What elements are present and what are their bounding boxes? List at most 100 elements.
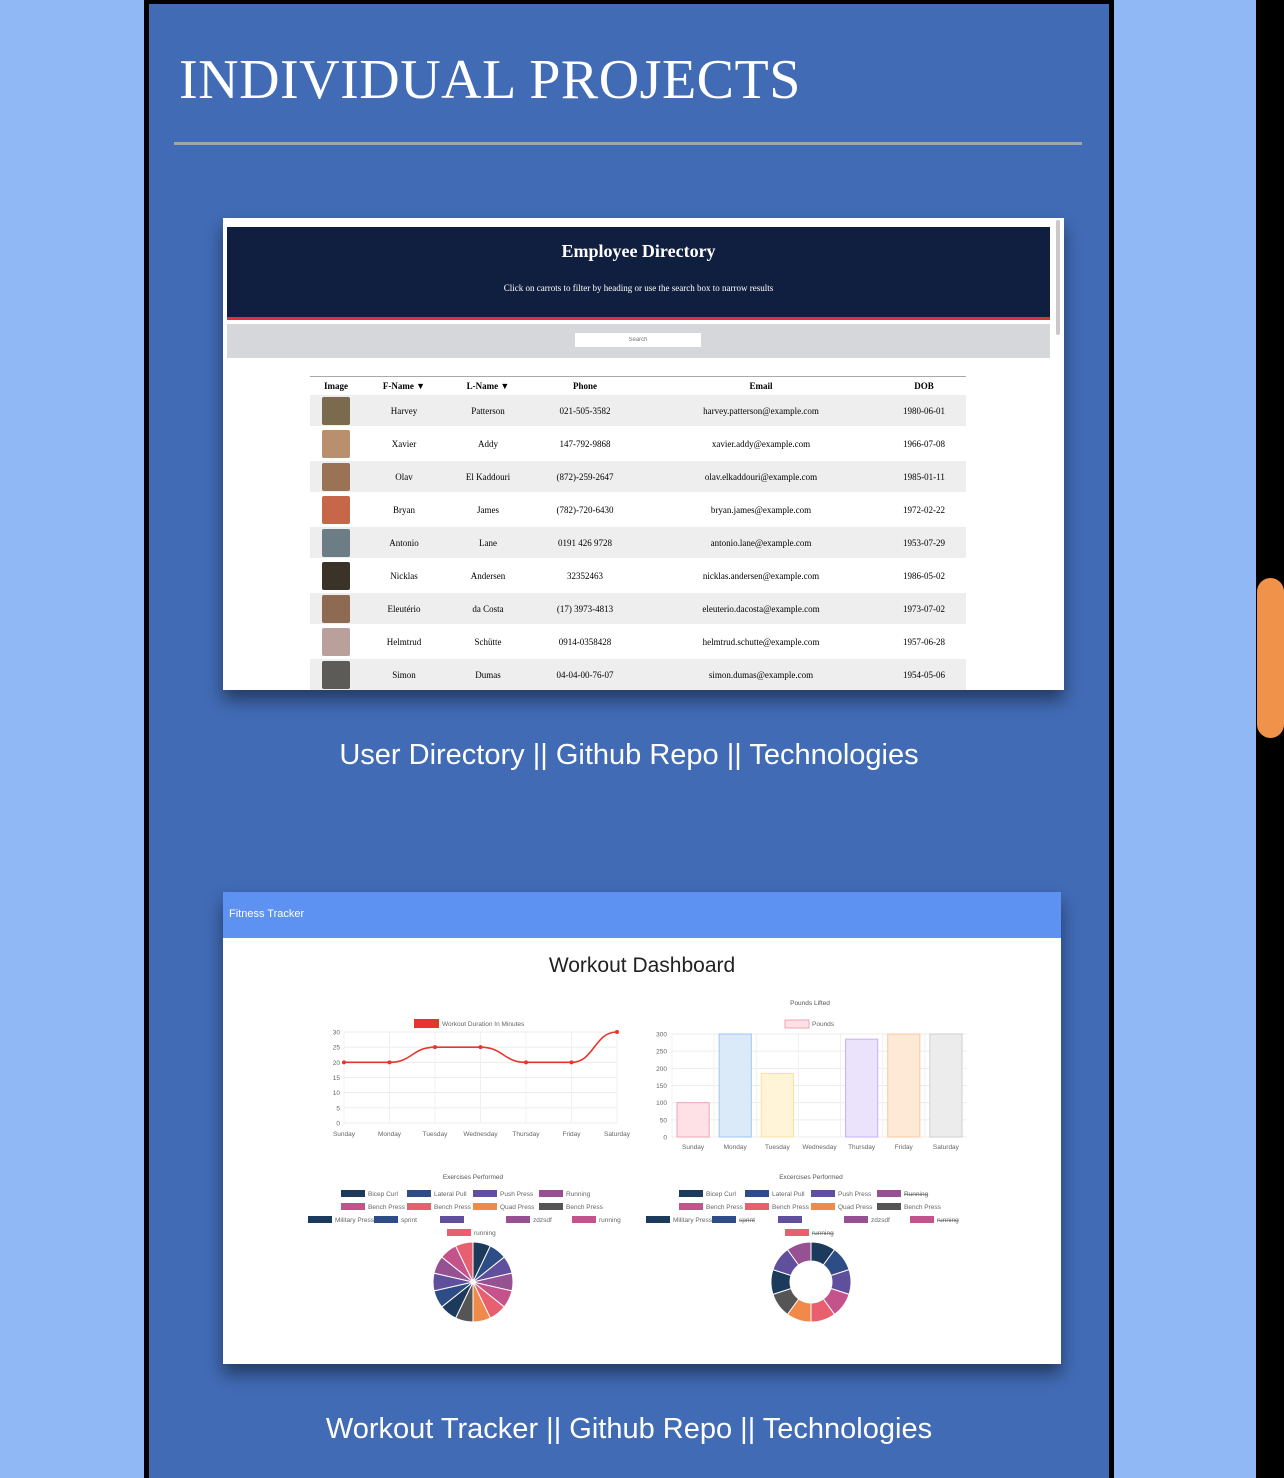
dob-cell: 1986-05-02 — [882, 559, 966, 593]
last-name-cell: Patterson — [446, 395, 530, 428]
bar — [929, 1033, 963, 1138]
bar-x-tick: Saturday — [933, 1144, 960, 1151]
legend-swatch — [407, 1203, 431, 1210]
navbar-brand[interactable]: Fitness Tracker — [229, 908, 305, 920]
pie-slice — [454, 1241, 474, 1283]
legend-label: zdzsdf — [871, 1217, 890, 1224]
legend-label: Bench Press — [706, 1204, 744, 1211]
avatar — [322, 594, 350, 623]
line-x-tick: Wednesday — [463, 1131, 498, 1138]
employee-table: Image F-Name ▼ L-Name ▼ Phone Email DOB … — [310, 376, 966, 690]
last-name-cell: da Costa — [446, 592, 530, 626]
first-name-cell: Eleutério — [362, 592, 446, 626]
legend-label: Push Press — [500, 1191, 534, 1198]
avatar — [322, 627, 350, 656]
dob-cell: 1957-06-28 — [882, 625, 966, 659]
line-x-tick: Friday — [562, 1131, 581, 1138]
dob-cell: 1973-07-02 — [882, 592, 966, 626]
user-directory-screenshot[interactable]: Employee Directory Click on carrots to f… — [223, 218, 1064, 690]
legend-label: running — [474, 1230, 496, 1237]
preview-scrollbar[interactable] — [1056, 220, 1060, 335]
line-x-tick: Saturday — [604, 1131, 631, 1138]
project-title-link[interactable]: User Directory — [339, 739, 525, 771]
table-row: Simon Dumas 04-04-00-76-07 simon.dumas@exam… — [310, 658, 966, 690]
legend-label: Bicep Curl — [706, 1191, 737, 1198]
legend-label: Bench Press — [368, 1204, 406, 1211]
bar — [718, 1033, 752, 1138]
avatar — [322, 429, 350, 458]
legend-label: Quad Press — [500, 1204, 535, 1211]
line-point — [478, 1045, 483, 1050]
email-cell: helmtrud.schutte@example.com — [640, 625, 882, 659]
phone-cell: (782)-720-6430 — [530, 493, 640, 527]
directory-title: Employee Directory — [561, 241, 716, 261]
navbar: Fitness Tracker — [223, 892, 1061, 938]
legend-label: running — [937, 1217, 959, 1224]
line-x-tick: Thursday — [512, 1131, 540, 1138]
phone-cell: 021-505-3582 — [530, 395, 640, 428]
column-first-name[interactable]: F-Name ▼ — [382, 381, 426, 391]
avatar-cell — [310, 460, 362, 494]
line-y-tick: 0 — [336, 1121, 340, 1128]
window-edge — [1256, 0, 1284, 1478]
line-point — [615, 1030, 619, 1034]
first-name-cell: Bryan — [362, 493, 446, 527]
column-phone: Phone — [572, 381, 597, 391]
line-point — [342, 1060, 346, 1065]
workout-tracker-screenshot[interactable]: Fitness Tracker Workout Dashboard Workou… — [223, 892, 1061, 1364]
bar-x-tick: Sunday — [682, 1144, 705, 1151]
legend-swatch — [877, 1203, 901, 1210]
line-y-tick: 15 — [333, 1075, 341, 1082]
pie-title: Excercises Performed — [779, 1174, 843, 1181]
table-row: Harvey Patterson 021-505-3582 harvey.patter… — [310, 395, 966, 428]
dob-cell: 1954-05-06 — [882, 658, 966, 690]
email-cell: nicklas.andersen@example.com — [640, 559, 882, 593]
bar — [887, 1033, 921, 1138]
avatar-cell — [310, 526, 362, 560]
legend-swatch — [745, 1190, 769, 1197]
avatar-cell — [310, 592, 362, 626]
avatar-cell — [310, 625, 362, 659]
search-input[interactable] — [575, 333, 701, 347]
email-cell: antonio.lane@example.com — [640, 526, 882, 560]
legend-label: Bench Press — [772, 1204, 810, 1211]
dob-cell: 1980-06-01 — [882, 395, 966, 428]
phone-cell: 147-792-9868 — [530, 427, 640, 461]
legend-swatch — [539, 1190, 563, 1197]
email-cell: olav.elkaddouri@example.com — [640, 460, 882, 494]
project-title-link[interactable]: Workout Tracker — [325, 1413, 539, 1445]
table-row: Antonio Lane 0191 426 9728 antonio.lane@exa… — [310, 526, 966, 560]
bar-x-tick: Monday — [724, 1144, 748, 1151]
pie-title: Exercises Performed — [443, 1174, 504, 1181]
bar — [676, 1102, 710, 1138]
table-row: Olav El Kaddouri (872)-259-2647 olav.elkadd… — [310, 460, 966, 494]
section-title: INDIVIDUAL PROJECTS — [179, 49, 801, 111]
avatar-cell — [310, 395, 362, 428]
legend-swatch — [308, 1216, 332, 1223]
bar-y-tick: 200 — [656, 1066, 667, 1073]
technologies-link[interactable]: Technologies — [749, 739, 919, 771]
legend-swatch — [844, 1216, 868, 1223]
github-repo-link[interactable]: Github Repo — [555, 739, 719, 771]
email-cell: harvey.patterson@example.com — [640, 395, 882, 428]
technologies-link[interactable]: Technologies — [762, 1413, 933, 1445]
avatar-cell — [310, 427, 362, 461]
table-row: Xavier Addy 147-792-9868 xavier.addy@exampl… — [310, 427, 966, 461]
legend-swatch — [341, 1203, 365, 1210]
github-repo-link[interactable]: Github Repo — [569, 1413, 733, 1445]
legend-label: Bicep Curl — [368, 1191, 399, 1198]
bar-y-tick: 300 — [656, 1032, 667, 1039]
pie-slice — [786, 1241, 812, 1266]
phone-cell: 04-04-00-76-07 — [530, 658, 640, 690]
email-cell: xavier.addy@example.com — [640, 427, 882, 461]
dob-cell: 1953-07-29 — [882, 526, 966, 560]
line-x-tick: Sunday — [333, 1131, 356, 1138]
page-scrollbar-thumb[interactable] — [1257, 578, 1284, 738]
line-point — [569, 1060, 574, 1065]
bar-chart-title: Pounds Lifted — [790, 1000, 830, 1007]
first-name-cell: Harvey — [362, 395, 446, 428]
bar-x-tick: Friday — [895, 1144, 914, 1151]
avatar — [322, 561, 350, 590]
column-last-name[interactable]: L-Name ▼ — [466, 381, 510, 391]
dashboard-title: Workout Dashboard — [548, 954, 736, 977]
